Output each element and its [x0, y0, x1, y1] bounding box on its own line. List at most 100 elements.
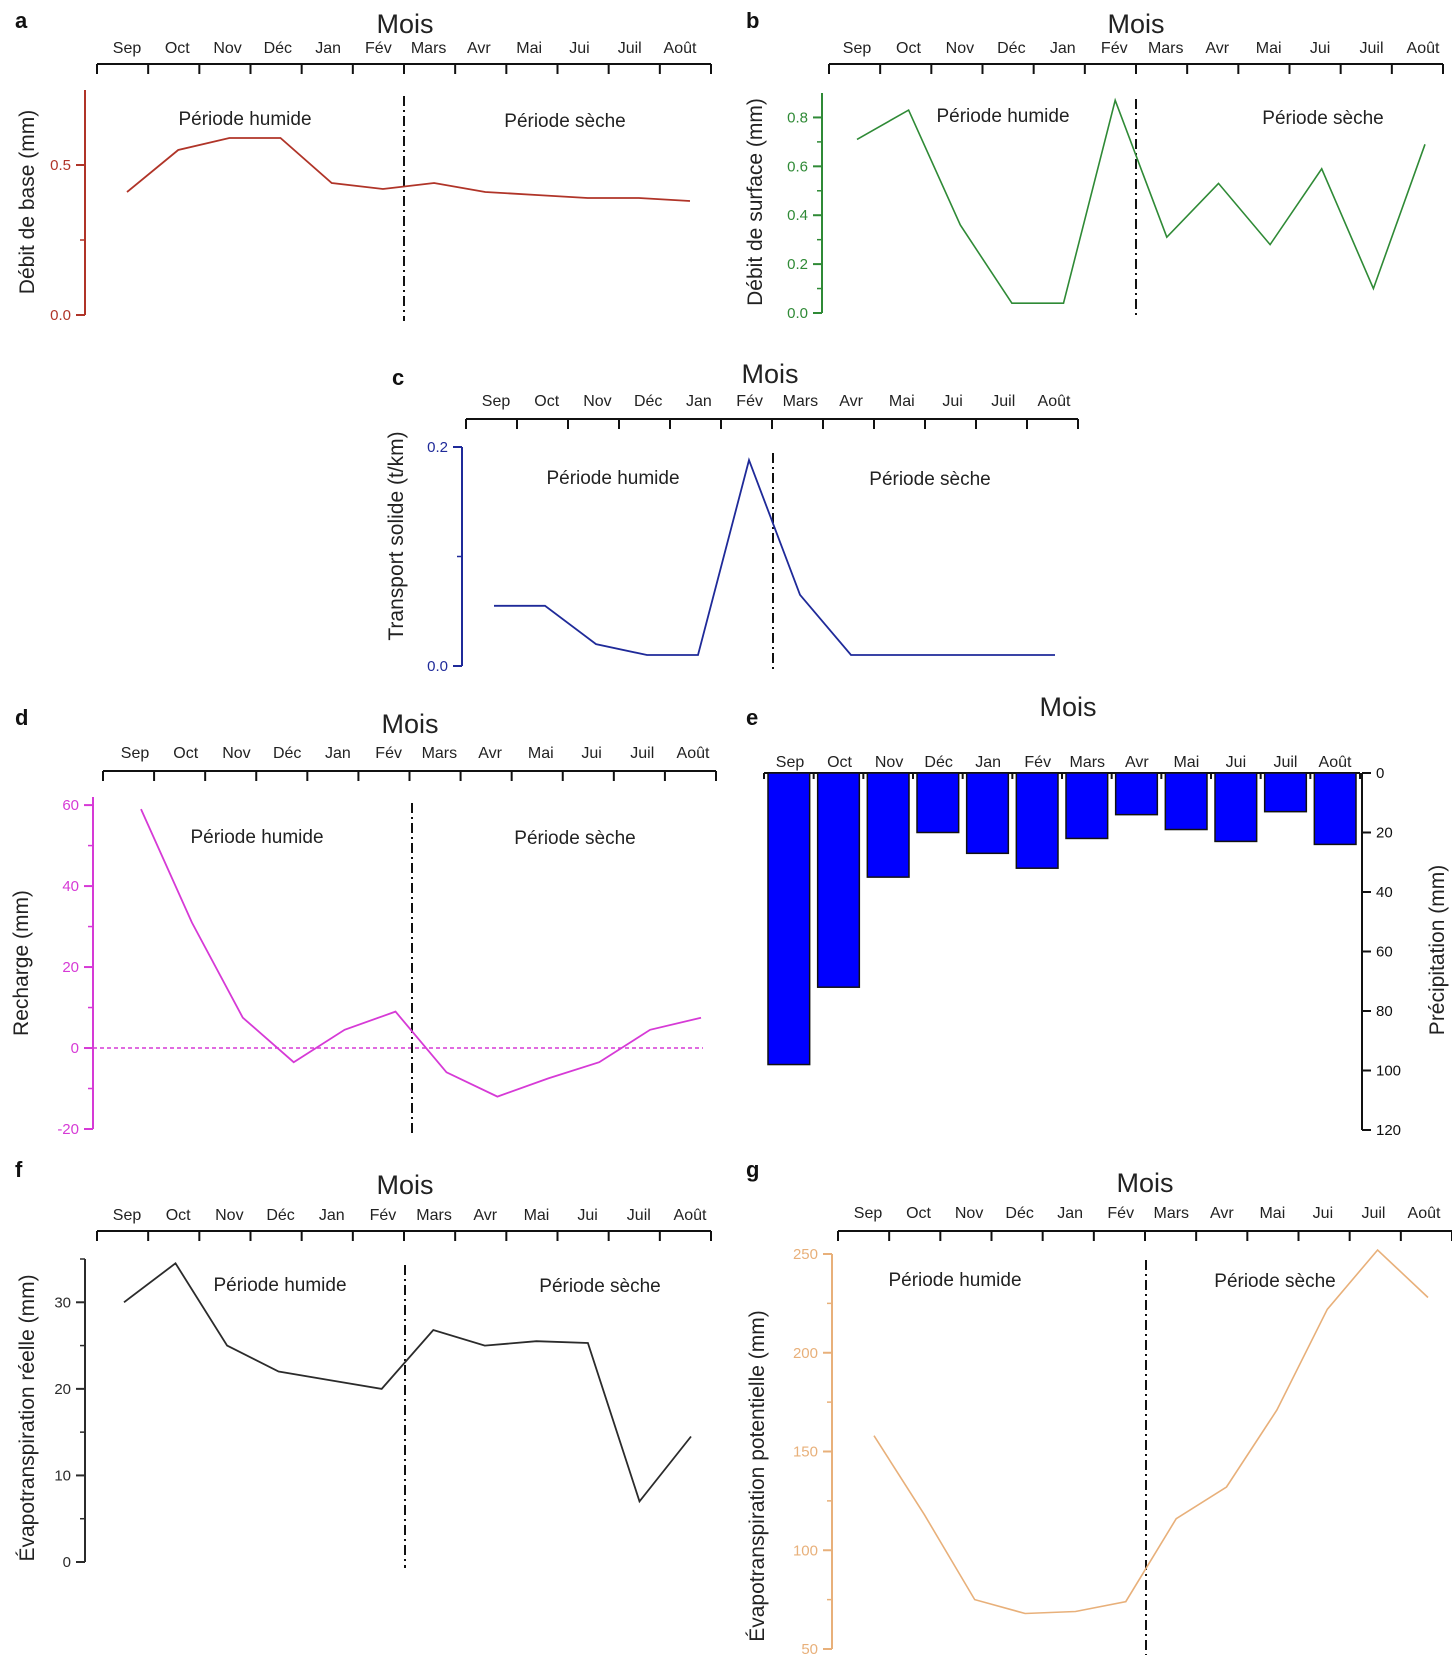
panel-label: g [746, 1157, 759, 1182]
series-line [873, 1248, 1429, 1615]
wet-period-label: Période humide [888, 1270, 1021, 1291]
month-tick-label: Nov [213, 40, 241, 57]
wet-period-label: Période humide [190, 827, 323, 848]
precip-bar [916, 772, 960, 834]
y-tick-label: 0.2 [787, 256, 808, 273]
precip-bar [1015, 772, 1059, 869]
month-tick-label: Mai [528, 745, 554, 762]
y-axis-title: Précipitation (mm) [1426, 865, 1449, 1035]
precip-bar [1065, 772, 1109, 840]
month-tick-label: Oct [166, 1207, 191, 1224]
month-tick-label: Juil [991, 393, 1015, 410]
month-tick-label: Mai [889, 393, 915, 410]
month-tick-label: Jan [319, 1207, 345, 1224]
series-line [123, 1261, 692, 1504]
y-tick-label: 100 [1376, 1063, 1401, 1080]
month-tick-label: Sep [776, 754, 805, 771]
series-line [126, 137, 691, 202]
dry-period-label: Période sèche [514, 828, 635, 849]
precip-bar [1114, 772, 1159, 816]
panel-f: f Mois Sep Oct Nov Déc Jan Fév Mars Avr Mai Jui Juil… [15, 1157, 712, 1571]
y-tick-label: 0.6 [787, 158, 808, 175]
y-tick-label: 40 [1376, 884, 1393, 901]
month-tick-label: Jui [1313, 1205, 1333, 1222]
precip-bar [965, 772, 1010, 855]
month-tick-label: Juil [1361, 1205, 1385, 1222]
y-tick-label: 0.5 [50, 157, 71, 174]
month-tick-label: Déc [634, 393, 662, 410]
month-tick-label: Jan [325, 745, 351, 762]
y-tick-label: 0.0 [50, 307, 71, 324]
wet-period-label: Période humide [546, 468, 679, 489]
y-tick-label: 40 [62, 878, 79, 895]
month-tick-label: Sep [113, 1207, 142, 1224]
month-tick-label: Avr [467, 40, 491, 57]
month-tick-label: Jan [1050, 40, 1076, 57]
month-tick-label: Mars [1153, 1205, 1189, 1222]
month-tick-label: Avr [478, 745, 502, 762]
month-tick-label: Mars [1069, 754, 1105, 771]
month-tick-label: Oct [173, 745, 198, 762]
y-tick-label: 200 [793, 1345, 818, 1362]
x-axis-title: Mois [1107, 9, 1164, 39]
y-axis-title: Évapotranspiration réelle (mm) [16, 1274, 39, 1561]
month-tick-label: Nov [875, 754, 903, 771]
month-tick-label: Fév [1024, 754, 1051, 771]
panel-a: a Mois Sep Oct Nov Déc Jan Fév Mars Avr Mai Jui Juil… [15, 8, 712, 324]
y-tick-label: 250 [793, 1246, 818, 1263]
y-tick-label: 20 [54, 1381, 71, 1398]
panel-label: b [746, 8, 759, 33]
precip-bar [1164, 772, 1208, 831]
y-tick-label: -20 [57, 1121, 79, 1138]
month-tick-label: Mai [524, 1207, 550, 1224]
y-tick-label: 0.4 [787, 207, 808, 224]
month-tick-label: Mars [783, 393, 819, 410]
month-tick-label: Août [1408, 1205, 1441, 1222]
month-tick-label: Jui [942, 393, 962, 410]
month-tick-label: Oct [827, 754, 852, 771]
month-tick-label: Jui [581, 745, 601, 762]
y-tick-label: 60 [62, 797, 79, 814]
y-tick-label: 0.8 [787, 109, 808, 126]
month-tick-label: Juil [630, 745, 654, 762]
month-tick-label: Juil [1273, 754, 1297, 771]
x-axis-title: Mois [376, 1170, 433, 1200]
y-tick-label: 100 [793, 1542, 818, 1559]
y-axis-title: Recharge (mm) [10, 890, 33, 1036]
x-axis-title: Mois [741, 359, 798, 389]
month-tick-label: Avr [1210, 1205, 1234, 1222]
month-tick-label: Août [1407, 40, 1440, 57]
month-tick-label: Déc [924, 754, 952, 771]
month-tick-label: Nov [955, 1205, 983, 1222]
dry-period-label: Période sèche [869, 469, 990, 490]
panel-label: e [746, 705, 758, 730]
month-tick-label: Sep [843, 40, 872, 57]
month-tick-label: Mars [1148, 40, 1184, 57]
dry-period-label: Période sèche [1214, 1271, 1335, 1292]
precip-bar [816, 772, 861, 988]
precip-bar [1313, 772, 1357, 846]
month-tick-label: Fév [370, 1207, 397, 1224]
wet-period-label: Période humide [213, 1275, 346, 1296]
month-tick-label: Juil [618, 40, 642, 57]
month-tick-label: Mars [422, 745, 458, 762]
month-tick-label: Oct [896, 40, 921, 57]
month-tick-label: Déc [273, 745, 301, 762]
precip-bar [1214, 772, 1258, 843]
month-tick-label: Jui [577, 1207, 597, 1224]
month-tick-label: Jan [975, 754, 1001, 771]
month-tick-label: Fév [736, 393, 763, 410]
month-tick-label: Août [664, 40, 697, 57]
month-tick-label: Mars [416, 1207, 452, 1224]
x-axis-title: Mois [381, 709, 438, 739]
dry-period-label: Période sèche [1262, 108, 1383, 129]
series-line [494, 457, 1055, 656]
precip-bar [767, 772, 811, 1066]
series-line [856, 97, 1426, 305]
month-tick-label: Mai [1256, 40, 1282, 57]
y-tick-label: 150 [793, 1444, 818, 1461]
month-tick-label: Nov [946, 40, 974, 57]
y-tick-label: 60 [1376, 944, 1393, 961]
month-tick-label: Fév [365, 40, 392, 57]
